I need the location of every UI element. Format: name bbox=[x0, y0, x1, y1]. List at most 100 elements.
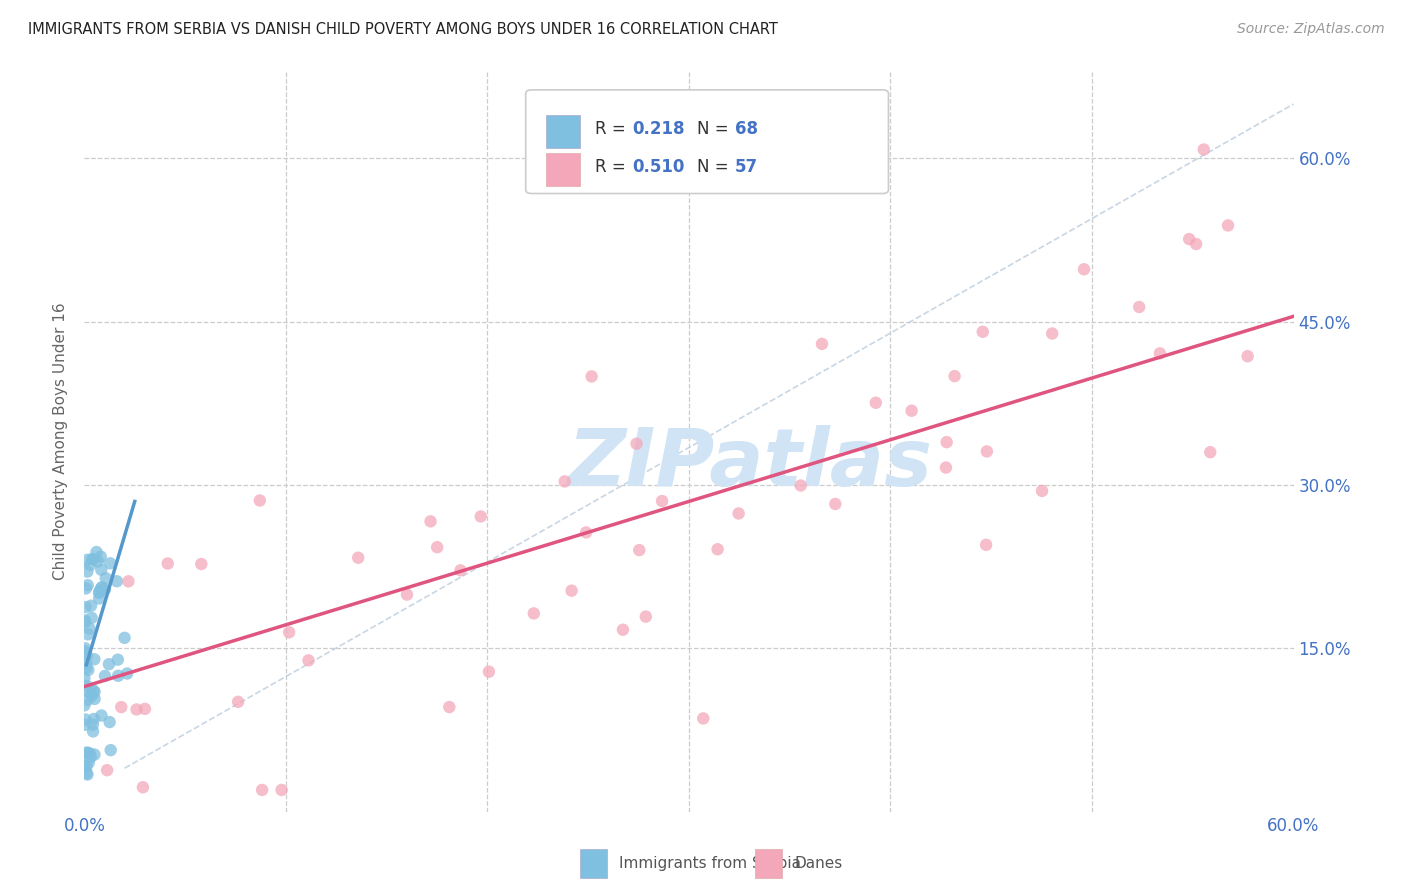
Point bbox=[439, 700, 461, 714]
Point bbox=[77, 627, 100, 641]
Point bbox=[935, 460, 957, 475]
Text: 0.510: 0.510 bbox=[633, 158, 685, 177]
Point bbox=[75, 746, 97, 760]
Point bbox=[156, 557, 179, 571]
Point bbox=[470, 509, 492, 524]
Point bbox=[450, 563, 472, 577]
Point bbox=[134, 702, 156, 716]
Point bbox=[974, 538, 997, 552]
Point bbox=[75, 661, 97, 675]
Point bbox=[82, 717, 104, 731]
Point bbox=[76, 565, 98, 579]
Text: Danes: Danes bbox=[794, 856, 842, 871]
Point bbox=[87, 586, 110, 600]
Point bbox=[98, 557, 121, 571]
Text: R =: R = bbox=[595, 158, 631, 177]
Point bbox=[75, 766, 97, 780]
Text: 57: 57 bbox=[735, 158, 758, 177]
FancyBboxPatch shape bbox=[526, 90, 889, 194]
Point bbox=[824, 497, 846, 511]
Point bbox=[79, 747, 101, 761]
Text: R =: R = bbox=[595, 120, 631, 138]
Point bbox=[90, 549, 112, 564]
Point bbox=[76, 746, 98, 760]
Point bbox=[76, 767, 98, 781]
Point bbox=[1073, 262, 1095, 277]
Point bbox=[419, 514, 441, 528]
Point bbox=[692, 711, 714, 725]
Point bbox=[972, 325, 994, 339]
Point bbox=[270, 783, 292, 797]
Point bbox=[1149, 346, 1171, 360]
Point bbox=[1040, 326, 1063, 341]
Point bbox=[87, 554, 110, 568]
Point bbox=[976, 444, 998, 458]
Point bbox=[249, 493, 271, 508]
Point bbox=[80, 686, 103, 700]
Text: N =: N = bbox=[697, 120, 734, 138]
Point bbox=[76, 578, 98, 592]
Point bbox=[865, 396, 887, 410]
Point bbox=[395, 588, 418, 602]
Point bbox=[96, 763, 118, 777]
Point bbox=[190, 557, 212, 571]
Point bbox=[79, 622, 101, 636]
Point bbox=[114, 631, 136, 645]
Point bbox=[73, 614, 96, 628]
Point bbox=[73, 698, 96, 713]
Point bbox=[76, 679, 98, 693]
Point bbox=[1031, 483, 1053, 498]
FancyBboxPatch shape bbox=[547, 153, 581, 186]
Point bbox=[107, 669, 129, 683]
Point bbox=[278, 625, 301, 640]
Point bbox=[75, 713, 97, 727]
Point bbox=[561, 583, 583, 598]
Point bbox=[76, 693, 98, 707]
Point bbox=[75, 656, 97, 670]
Point bbox=[76, 759, 98, 773]
Point bbox=[426, 540, 449, 554]
Point bbox=[811, 337, 834, 351]
Point bbox=[80, 611, 103, 625]
Point bbox=[478, 665, 501, 679]
Point bbox=[86, 545, 108, 559]
Point bbox=[790, 478, 813, 492]
Point bbox=[900, 403, 922, 417]
Point bbox=[75, 641, 97, 656]
Point bbox=[80, 689, 103, 703]
Point bbox=[80, 599, 103, 613]
Point bbox=[90, 708, 112, 723]
Point bbox=[1199, 445, 1222, 459]
Point bbox=[76, 553, 98, 567]
Point bbox=[97, 657, 120, 672]
Text: IMMIGRANTS FROM SERBIA VS DANISH CHILD POVERTY AMONG BOYS UNDER 16 CORRELATION C: IMMIGRANTS FROM SERBIA VS DANISH CHILD P… bbox=[28, 22, 778, 37]
Point bbox=[347, 550, 370, 565]
Point bbox=[77, 756, 100, 770]
Point bbox=[226, 695, 249, 709]
Point bbox=[90, 582, 112, 596]
Point bbox=[82, 552, 104, 566]
Point bbox=[117, 574, 139, 589]
Point bbox=[105, 574, 128, 589]
Point bbox=[73, 671, 96, 685]
Point bbox=[628, 543, 651, 558]
Point bbox=[651, 494, 673, 508]
FancyBboxPatch shape bbox=[581, 849, 607, 879]
Point bbox=[79, 558, 101, 572]
Point bbox=[89, 591, 111, 606]
Point bbox=[626, 436, 648, 450]
Point bbox=[581, 369, 603, 384]
Point bbox=[82, 552, 104, 566]
Point bbox=[115, 666, 138, 681]
Point bbox=[75, 582, 97, 596]
Point bbox=[73, 718, 96, 732]
Point bbox=[297, 653, 319, 667]
Text: N =: N = bbox=[697, 158, 734, 177]
Point bbox=[1216, 219, 1239, 233]
Point bbox=[83, 685, 105, 699]
Point bbox=[554, 475, 576, 489]
FancyBboxPatch shape bbox=[755, 849, 782, 879]
Text: 0.218: 0.218 bbox=[633, 120, 685, 138]
Point bbox=[75, 600, 97, 615]
FancyBboxPatch shape bbox=[547, 115, 581, 148]
